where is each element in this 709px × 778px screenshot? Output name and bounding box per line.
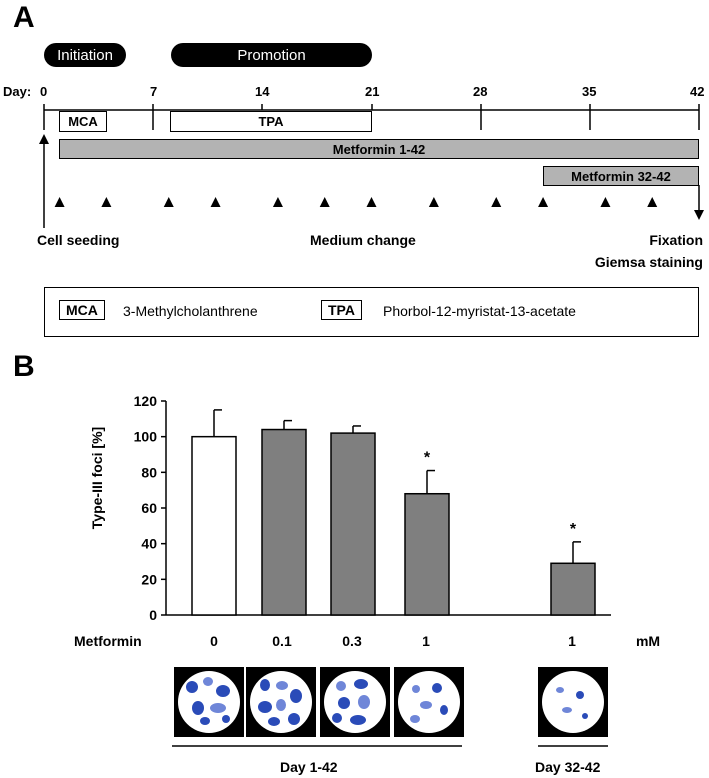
panel-b-letter: B <box>13 350 35 383</box>
x-row-label: Metformin <box>74 633 142 649</box>
metformin-1-42-bar: Metformin 1-42 <box>59 139 699 159</box>
medium-change-marker-5 <box>319 197 330 207</box>
bar-3 <box>404 492 450 616</box>
significance-marker-4: * <box>570 521 577 538</box>
bar-1 <box>261 428 307 616</box>
y-tick-label-5: 100 <box>134 429 158 445</box>
x-category-4: 1 <box>568 633 576 649</box>
medium-change-marker-7 <box>428 197 439 207</box>
dish-image-0 <box>174 667 244 737</box>
tick-label-21: 21 <box>365 84 380 99</box>
cell-seeding-arrowhead <box>39 134 49 144</box>
day-label: Day: <box>3 84 32 99</box>
timeline-svg <box>39 104 704 228</box>
legend-key-tpa: TPA <box>321 300 362 320</box>
medium-change-markers <box>54 197 658 207</box>
fixation-arrowhead <box>694 210 704 220</box>
tick-label-7: 7 <box>150 84 158 99</box>
tick-label-42: 42 <box>690 84 705 99</box>
legend-text-tpa: Phorbol-12-myristat-13-acetate <box>383 303 576 319</box>
tick-label-14: 14 <box>255 84 270 99</box>
medium-change-marker-3 <box>210 197 221 207</box>
bar-4 <box>550 562 596 616</box>
fixation-label: Fixation <box>649 232 703 248</box>
legend-key-mca: MCA <box>59 300 105 320</box>
cell-seeding-label: Cell seeding <box>37 232 120 248</box>
x-category-3: 1 <box>422 633 430 649</box>
tick-label-28: 28 <box>473 84 488 99</box>
medium-change-marker-2 <box>163 197 174 207</box>
y-tick-label-3: 60 <box>141 500 157 516</box>
tick-label-0: 0 <box>40 84 48 99</box>
tick-label-35: 35 <box>582 84 597 99</box>
medium-change-marker-1 <box>101 197 112 207</box>
y-tick-label-4: 80 <box>141 464 157 480</box>
dish-image-1 <box>246 667 316 737</box>
mca-treatment-box: MCA <box>59 111 107 132</box>
dish-image-3 <box>394 667 464 737</box>
panel-a-letter: A <box>13 1 35 34</box>
medium-change-marker-11 <box>647 197 658 207</box>
abbreviation-legend: MCA 3-Methylcholanthrene TPA Phorbol-12-… <box>44 287 699 337</box>
x-unit-label: mM <box>635 633 661 649</box>
y-tick-label-2: 40 <box>141 536 157 552</box>
medium-change-marker-4 <box>272 197 283 207</box>
initiation-phase: Initiation <box>44 43 126 67</box>
medium-change-marker-9 <box>538 197 549 207</box>
dish-image-2 <box>320 667 390 737</box>
group-label-day-1-42: Day 1-42 <box>280 759 338 775</box>
x-category-2: 0.3 <box>342 633 362 649</box>
x-category-1: 0.1 <box>272 633 292 649</box>
legend-text-mca: 3-Methylcholanthrene <box>123 303 258 319</box>
y-tick-label-6: 120 <box>134 393 158 409</box>
giemsa-label: Giemsa staining <box>594 254 703 270</box>
dish-image-4 <box>538 667 608 737</box>
tpa-treatment-box: TPA <box>170 111 372 132</box>
medium-change-marker-0 <box>54 197 65 207</box>
medium-change-marker-6 <box>366 197 377 207</box>
medium-change-label: Medium change <box>310 232 416 248</box>
bar-2 <box>330 432 376 616</box>
x-category-0: 0 <box>210 633 218 649</box>
chart-axes: 0 20 40 60 80 100 120 <box>134 393 611 620</box>
promotion-phase: Promotion <box>171 43 372 67</box>
group-label-day-32-42: Day 32-42 <box>535 759 601 775</box>
medium-change-marker-10 <box>600 197 611 207</box>
medium-change-marker-8 <box>491 197 502 207</box>
metformin-32-42-bar: Metformin 32-42 <box>543 166 699 186</box>
group-brackets <box>172 745 608 747</box>
bar-0 <box>191 435 237 616</box>
y-axis-label: Type-III foci [%] <box>89 426 105 530</box>
y-tick-label-0: 0 <box>149 607 157 620</box>
y-tick-label-1: 20 <box>141 571 157 587</box>
significance-marker-3: * <box>424 450 431 467</box>
chart-bars: ** <box>191 409 596 616</box>
